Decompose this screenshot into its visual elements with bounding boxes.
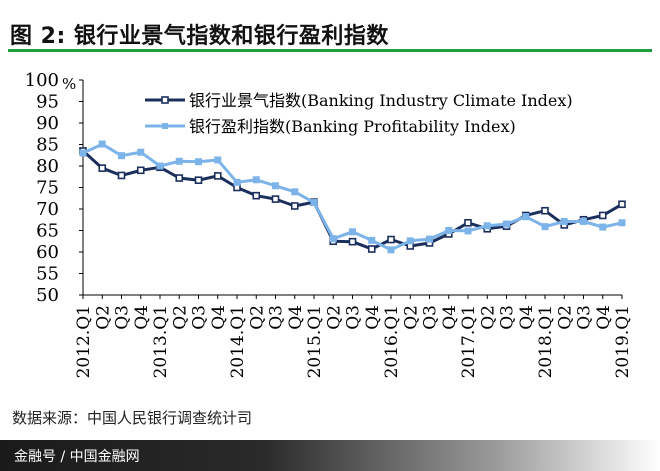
data-point-s2 [426,235,433,243]
x-tick-label: Q4 [517,305,537,330]
footer-brand: 金融号 / 中国金融网 [14,449,140,465]
x-tick-label: Q2 [478,305,498,330]
x-tick-label: Q2 [93,305,113,330]
data-point-s2 [406,237,414,245]
y-tick-label: 60 [36,242,59,263]
footer-bar: 金融号 / 中国金融网 [0,440,660,471]
data-point-s2 [195,158,202,166]
y-tick-label: 75 [36,178,59,199]
x-tick-label: Q3 [190,305,210,330]
data-point-s2 [541,223,549,231]
data-point-s1 [541,206,549,215]
data-point-s2 [214,156,222,164]
data-point-s2 [560,217,568,225]
source-note: 数据来源：中国人民银行调查统计司 [12,409,253,427]
data-point-s2 [483,222,491,230]
data-point-s1 [213,172,222,180]
chart-title: 图 2: 银行业景气指数和银行盈利指数 [10,24,389,49]
legend-label-1: 银行业景气指数(Banking Industry Climate Index) [189,91,573,110]
x-tick-label: Q3 [267,305,287,330]
data-point-s2 [445,227,453,234]
x-tick-label: Q2 [170,305,190,330]
data-point-s1 [98,164,107,172]
x-tick-label: 2012.Q1 [74,305,94,378]
x-tick-label: Q3 [575,305,595,330]
y-tick-label: 65 [36,221,59,242]
data-point-s2 [368,236,376,244]
y-tick-label: 70 [36,199,59,220]
y-tick-label: 100 [25,70,59,91]
data-point-s1 [464,218,472,227]
y-tick-label: 90 [36,113,59,134]
x-tick-label: Q3 [113,305,133,330]
legend-marker-2 [162,123,168,129]
data-point-s2 [79,149,87,157]
legend-label-2: 银行盈利指数(Banking Profitability Index) [189,117,516,136]
x-tick-label: Q4 [286,305,306,330]
x-tick-label: 2014.Q1 [228,305,248,378]
y-tick-label: 95 [36,92,59,113]
y-unit-label: % [62,75,76,93]
x-tick-label: 2016.Q1 [382,305,402,378]
x-tick-label: Q2 [401,305,421,330]
data-point-s2 [329,235,337,243]
title-bar: 图 2: 银行业景气指数和银行盈利指数 [8,6,652,52]
x-tick-label: Q2 [555,305,575,330]
data-point-s2 [580,217,587,225]
x-tick-label: 2018.Q1 [536,305,556,378]
data-point-s1 [387,235,395,244]
data-point-s1 [117,171,126,180]
data-point-s2 [156,162,164,170]
data-point-s2 [503,220,510,228]
x-tick-label: Q3 [421,305,441,330]
chart-area: 50 55 60 65 70 75 80 85 90 95 100% 2012.Q1 Q2 Q3 Q4 201… [0,62,660,402]
data-point-s2 [310,199,318,207]
data-point-s2 [291,188,299,196]
x-tick-label: 2019.Q1 [613,305,633,378]
x-tick-label: Q4 [209,305,229,330]
data-point-s2 [272,182,279,190]
data-point-s1 [136,166,145,175]
x-tick-label: Q2 [247,305,267,330]
data-point-s1 [290,202,299,210]
legend-marker-1 [161,96,169,104]
data-point-s2 [599,223,607,231]
data-point-s2 [98,140,106,148]
y-tick-label: 50 [36,285,59,306]
x-tick-label: 2013.Q1 [151,305,171,378]
x-tick-label: Q3 [498,305,518,330]
y-tick-label: 85 [36,135,59,156]
data-point-s2 [618,219,626,227]
x-tick-label: Q4 [363,305,383,330]
data-point-s1 [367,245,376,253]
data-point-s1 [271,195,280,203]
x-tick-label: Q2 [324,305,344,330]
data-point-s2 [464,227,472,235]
x-tick-label: Q4 [132,305,152,330]
data-point-s2 [175,157,183,165]
data-point-s2 [233,178,241,186]
x-tick-label: 2017.Q1 [459,305,479,378]
x-tick-label: Q4 [594,305,614,330]
data-point-s1 [348,237,357,246]
data-point-s1 [194,176,203,184]
x-tick-label: 2015.Q1 [305,305,325,378]
data-point-s1 [598,211,607,220]
data-point-s1 [252,191,261,200]
data-point-s1 [175,174,184,182]
data-point-s2 [522,213,530,221]
x-tick-label: Q4 [440,305,460,330]
data-point-s2 [137,148,145,156]
data-point-s2 [349,228,356,236]
data-point-s2 [252,176,260,184]
data-point-s1 [618,200,626,209]
y-tick-label: 80 [36,156,59,177]
x-tick-label: Q3 [344,305,364,330]
data-point-s2 [387,246,395,254]
y-tick-label: 55 [36,264,59,285]
data-point-s2 [118,152,125,160]
